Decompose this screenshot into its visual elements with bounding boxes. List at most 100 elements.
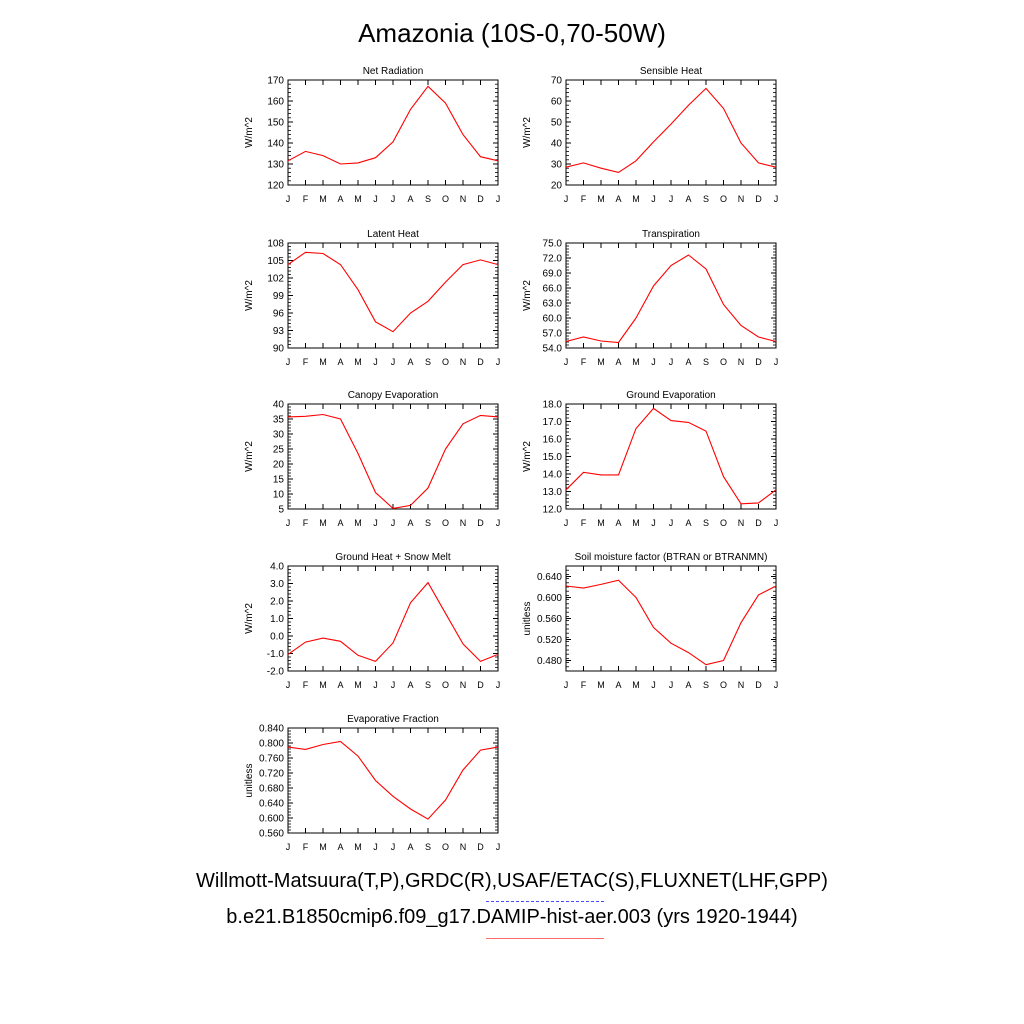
x-tick-label: J bbox=[373, 680, 378, 690]
series-line bbox=[565, 407, 777, 505]
x-tick-label: J bbox=[669, 518, 674, 528]
x-tick-label: M bbox=[354, 194, 362, 204]
x-tick-label: O bbox=[442, 842, 449, 852]
x-tick-label: S bbox=[703, 518, 709, 528]
x-tick-label: N bbox=[738, 194, 745, 204]
y-axis-label: unitless bbox=[522, 602, 533, 636]
x-tick-label: D bbox=[755, 680, 762, 690]
x-tick-label: A bbox=[685, 680, 691, 690]
x-tick-label: J bbox=[373, 194, 378, 204]
x-tick-label: A bbox=[685, 518, 691, 528]
x-tick-label: D bbox=[477, 842, 484, 852]
x-tick-label: J bbox=[651, 680, 656, 690]
y-tick-label: 0.600 bbox=[259, 814, 284, 825]
y-tick-label: 4.0 bbox=[270, 562, 284, 573]
x-tick-label: J bbox=[496, 194, 501, 204]
x-tick-label: M bbox=[597, 357, 605, 367]
x-tick-label: O bbox=[442, 194, 449, 204]
x-tick-label: O bbox=[720, 194, 727, 204]
x-tick-label: J bbox=[564, 680, 569, 690]
x-tick-label: O bbox=[720, 680, 727, 690]
plot-frame bbox=[287, 79, 499, 186]
series-line bbox=[565, 254, 777, 344]
x-tick-label: F bbox=[303, 518, 309, 528]
y-tick-label: 63.0 bbox=[543, 299, 563, 310]
x-tick-label: J bbox=[286, 680, 291, 690]
y-tick-label: 35 bbox=[273, 415, 285, 426]
x-tick-label: F bbox=[581, 357, 587, 367]
x-tick-label: A bbox=[337, 357, 343, 367]
y-tick-label: 57.0 bbox=[543, 329, 563, 340]
x-tick-label: N bbox=[738, 680, 745, 690]
x-tick-label: J bbox=[373, 518, 378, 528]
x-tick-label: M bbox=[319, 518, 327, 528]
y-tick-label: 12.0 bbox=[543, 505, 563, 516]
x-tick-label: F bbox=[581, 194, 587, 204]
x-tick-label: J bbox=[286, 194, 291, 204]
y-tick-label: 130 bbox=[267, 160, 284, 171]
x-tick-label: J bbox=[669, 680, 674, 690]
x-tick-label: J bbox=[651, 194, 656, 204]
x-tick-label: J bbox=[496, 357, 501, 367]
series-line bbox=[565, 579, 777, 666]
y-axis-label: W/m^2 bbox=[522, 441, 533, 472]
series-line bbox=[287, 413, 499, 509]
x-tick-label: A bbox=[407, 680, 413, 690]
x-tick-label: S bbox=[425, 680, 431, 690]
x-tick-label: M bbox=[354, 842, 362, 852]
x-tick-label: A bbox=[615, 518, 621, 528]
y-tick-label: 14.0 bbox=[543, 470, 563, 481]
x-tick-label: J bbox=[391, 357, 396, 367]
plot-frame bbox=[565, 403, 777, 510]
x-tick-label: J bbox=[774, 680, 779, 690]
y-tick-label: 15.0 bbox=[543, 452, 563, 463]
panel-title: Evaporative Fraction bbox=[347, 714, 439, 725]
x-tick-label: D bbox=[477, 680, 484, 690]
series-line bbox=[287, 581, 499, 663]
x-tick-label: M bbox=[597, 680, 605, 690]
panel-title: Canopy Evaporation bbox=[348, 390, 439, 401]
x-tick-label: J bbox=[391, 518, 396, 528]
panel-7: J F M A M J J A S O N D J-2.0-1.00.01.02.03.04.0Grou… bbox=[244, 552, 500, 690]
x-tick-label: J bbox=[286, 357, 291, 367]
y-tick-label: 13.0 bbox=[543, 487, 563, 498]
x-tick-label: J bbox=[774, 194, 779, 204]
plot-frame bbox=[287, 565, 499, 672]
x-tick-label: A bbox=[685, 357, 691, 367]
legend-model-label: b.e21.B1850cmip6.f09_g17.DAMIP-hist-aer.… bbox=[226, 906, 798, 928]
y-tick-label: 0.840 bbox=[259, 724, 284, 735]
plot-frame bbox=[565, 565, 777, 672]
x-tick-label: J bbox=[669, 194, 674, 204]
x-tick-label: A bbox=[615, 357, 621, 367]
plot-frame bbox=[565, 79, 777, 186]
y-tick-label: 0.640 bbox=[259, 799, 284, 810]
y-tick-label: 0.640 bbox=[537, 572, 562, 583]
x-tick-label: M bbox=[354, 357, 362, 367]
x-tick-label: A bbox=[407, 842, 413, 852]
x-tick-label: A bbox=[407, 194, 413, 204]
legend-obs-label: Willmott-Matsuura(T,P),GRDC(R),USAF/ETAC… bbox=[196, 870, 828, 892]
y-tick-label: 102 bbox=[267, 274, 284, 285]
y-tick-label: 0.560 bbox=[537, 614, 562, 625]
y-tick-label: 17.0 bbox=[543, 417, 563, 428]
x-tick-label: N bbox=[460, 518, 467, 528]
x-tick-label: M bbox=[319, 194, 327, 204]
y-tick-label: 150 bbox=[267, 118, 284, 129]
x-tick-label: J bbox=[496, 680, 501, 690]
x-tick-label: S bbox=[425, 842, 431, 852]
y-axis-label: W/m^2 bbox=[244, 117, 255, 148]
x-tick-label: N bbox=[460, 680, 467, 690]
y-axis-label: unitless bbox=[244, 764, 255, 798]
y-tick-label: 20 bbox=[273, 460, 285, 471]
x-tick-label: J bbox=[669, 357, 674, 367]
x-tick-label: N bbox=[460, 357, 467, 367]
x-tick-label: J bbox=[564, 194, 569, 204]
x-tick-label: M bbox=[632, 357, 640, 367]
series-line bbox=[565, 87, 777, 173]
y-tick-label: 140 bbox=[267, 139, 284, 150]
y-tick-label: 15 bbox=[273, 475, 285, 486]
y-axis-label: W/m^2 bbox=[244, 280, 255, 311]
y-tick-label: 18.0 bbox=[543, 400, 563, 411]
